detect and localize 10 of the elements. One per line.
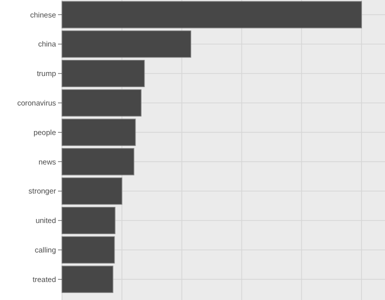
bar	[62, 1, 362, 28]
bar	[62, 60, 145, 88]
bar	[62, 178, 122, 205]
bar	[62, 89, 142, 116]
bar	[62, 266, 114, 293]
bar	[62, 118, 136, 146]
bar	[62, 206, 116, 234]
bar	[62, 148, 134, 176]
bar	[62, 236, 115, 264]
bar	[62, 30, 192, 58]
